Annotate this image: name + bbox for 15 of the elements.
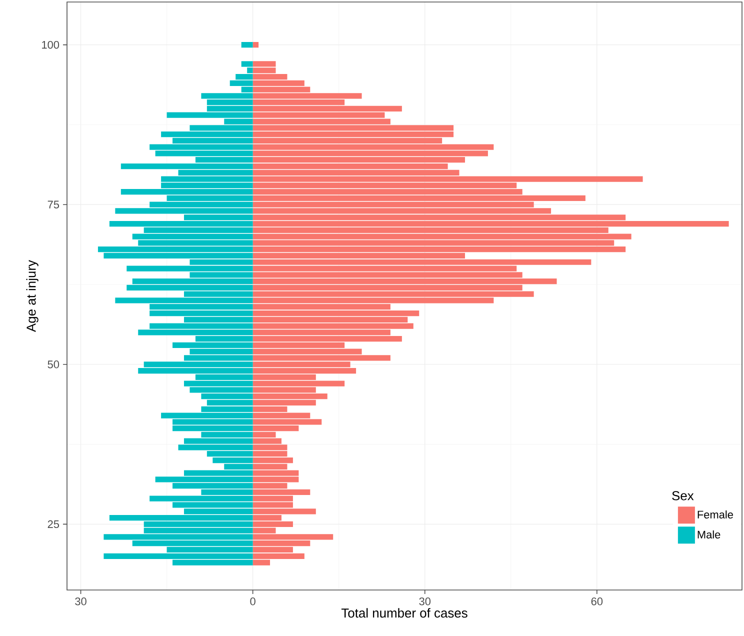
y-tick-label: 50 (48, 360, 60, 368)
legend-label: Male (698, 530, 720, 538)
y-tick-label: 75 (48, 200, 60, 208)
bar (241, 42, 253, 48)
x-tick-label: 30 (75, 598, 86, 606)
legend-label: Female (698, 510, 733, 518)
y-tick-label: 100 (42, 40, 60, 49)
x-tick-label: 0 (250, 598, 256, 606)
x-tick-label: 30 (419, 598, 431, 606)
y-axis-title: Age at injury (26, 260, 38, 332)
legend-title: Sex (672, 491, 694, 500)
x-axis-title: Total number of cases (341, 608, 468, 618)
x-tick-label: 60 (591, 598, 603, 606)
bar (252, 42, 259, 48)
y-tick-label: 25 (48, 520, 60, 528)
